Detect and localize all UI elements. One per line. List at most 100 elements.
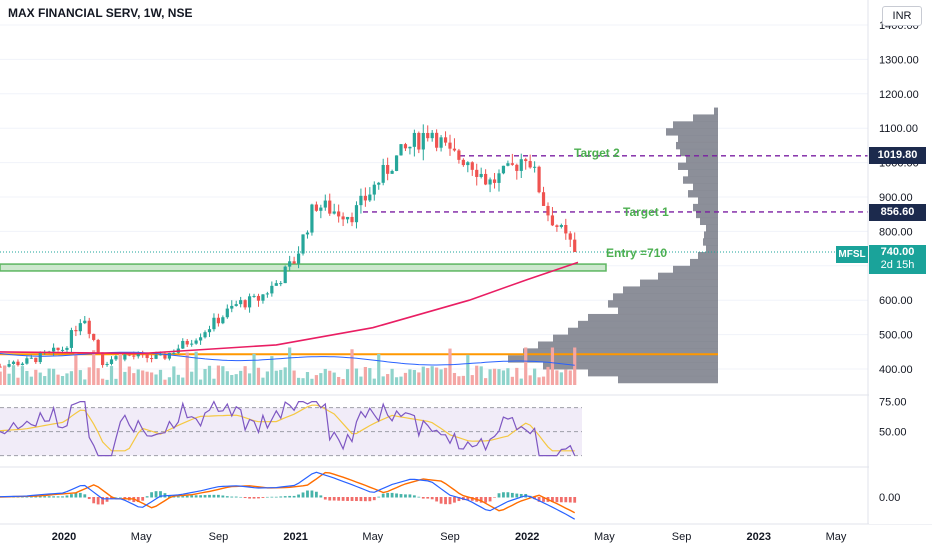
candle-body: [510, 163, 514, 165]
candle-body: [377, 182, 381, 185]
candle-body: [492, 179, 497, 183]
volume-bar: [230, 374, 234, 385]
candle-body: [506, 163, 510, 166]
volume-bar: [550, 347, 555, 385]
volume-bar: [310, 378, 314, 385]
currency-button[interactable]: INR: [882, 6, 922, 26]
volume-bar: [69, 371, 74, 385]
volume-bar: [417, 372, 421, 385]
volume-profile-bar: [693, 203, 718, 212]
volume-profile-bar: [673, 121, 718, 129]
candle-body: [319, 207, 323, 211]
time-tick-label: May: [594, 531, 615, 543]
macd-histogram-bar: [306, 490, 309, 498]
volume-profile-bar: [703, 238, 718, 246]
volume-bar: [207, 365, 212, 385]
volume-bar: [109, 366, 114, 385]
macd-histogram-bar: [176, 496, 180, 498]
macd-histogram-bar: [34, 496, 38, 498]
candle-body: [0, 366, 2, 368]
candle-body: [403, 144, 408, 149]
candle-body: [354, 205, 359, 223]
candle-body: [114, 356, 118, 360]
macd-histogram-bar: [372, 497, 376, 501]
macd-histogram-bar: [83, 494, 87, 498]
candle-body: [127, 354, 131, 356]
volume-bar: [421, 366, 425, 385]
volume-bar: [323, 368, 327, 385]
candle-body: [537, 166, 541, 193]
time-tick-label: Sep: [440, 531, 460, 543]
volume-bar: [60, 375, 65, 385]
macd-histogram-bar: [65, 495, 69, 498]
candle-body: [167, 352, 172, 359]
candle-body: [123, 354, 127, 360]
volume-profile-bar: [693, 183, 718, 191]
candle-body: [56, 347, 60, 350]
candle-body: [546, 205, 550, 216]
volume-bar: [501, 370, 506, 385]
macd-histogram-bar: [221, 495, 225, 498]
candle-body: [533, 166, 537, 168]
macd-histogram-bar: [101, 497, 104, 505]
candle-body: [154, 354, 158, 359]
candle-body: [145, 353, 149, 359]
macd-histogram-bar: [537, 497, 541, 502]
candle-body: [256, 295, 261, 301]
volume-bar: [354, 368, 359, 385]
volume-bar: [363, 366, 367, 385]
volume-bar: [279, 369, 283, 385]
volume-bar: [484, 378, 488, 385]
candle-body: [337, 211, 341, 217]
volume-bar: [412, 370, 416, 385]
macd-histogram-bar: [359, 497, 363, 502]
candle-body: [292, 261, 296, 264]
volume-bar: [399, 376, 403, 385]
volume-bar: [564, 369, 568, 385]
chart-title: MAX FINANCIAL SERV, 1W, NSE: [8, 6, 193, 20]
candle-body: [239, 300, 243, 305]
macd-signal-line: [0, 471, 576, 514]
volume-bar: [163, 379, 167, 385]
moving-average-line: [0, 261, 579, 355]
candle-body: [314, 204, 318, 211]
macd-histogram-bar: [181, 496, 185, 498]
volume-profile-bar: [693, 114, 718, 122]
volume-bar: [510, 376, 514, 385]
macd-histogram-bar: [252, 497, 256, 499]
macd-histogram-bar: [203, 495, 207, 498]
volume-bar: [0, 371, 2, 385]
volume-bar: [25, 370, 29, 385]
price-tick-label: 400.00: [879, 364, 913, 376]
candle-body: [359, 195, 363, 206]
candle-body: [350, 216, 354, 223]
candle-body: [11, 361, 16, 365]
rsi-tick-label: 75.00: [879, 397, 907, 409]
candle-body: [34, 357, 38, 363]
candle-body: [163, 354, 167, 359]
macd-histogram-bar: [47, 496, 51, 498]
volume-profile-bar: [666, 128, 718, 136]
volume-bar: [292, 370, 296, 385]
macd-histogram-bar: [381, 493, 385, 498]
macd-histogram-bar: [346, 497, 349, 501]
volume-profile-bar: [683, 176, 718, 184]
volume-bar: [78, 370, 82, 385]
volume-profile-bar: [700, 217, 718, 226]
volume-bar: [497, 369, 501, 385]
time-tick-label: May: [826, 531, 847, 543]
macd-histogram-bar: [448, 497, 452, 505]
candle-body: [136, 353, 140, 357]
volume-bar: [426, 368, 430, 385]
candle-body: [386, 164, 390, 174]
volume-bar: [524, 347, 528, 385]
macd-histogram-bar: [274, 496, 278, 498]
candle-body: [310, 204, 314, 233]
macd-histogram-bar: [510, 492, 514, 498]
volume-bar: [127, 366, 131, 385]
macd-histogram-bar: [61, 496, 64, 498]
macd-histogram-bar: [542, 497, 545, 502]
candle-body: [149, 358, 154, 360]
